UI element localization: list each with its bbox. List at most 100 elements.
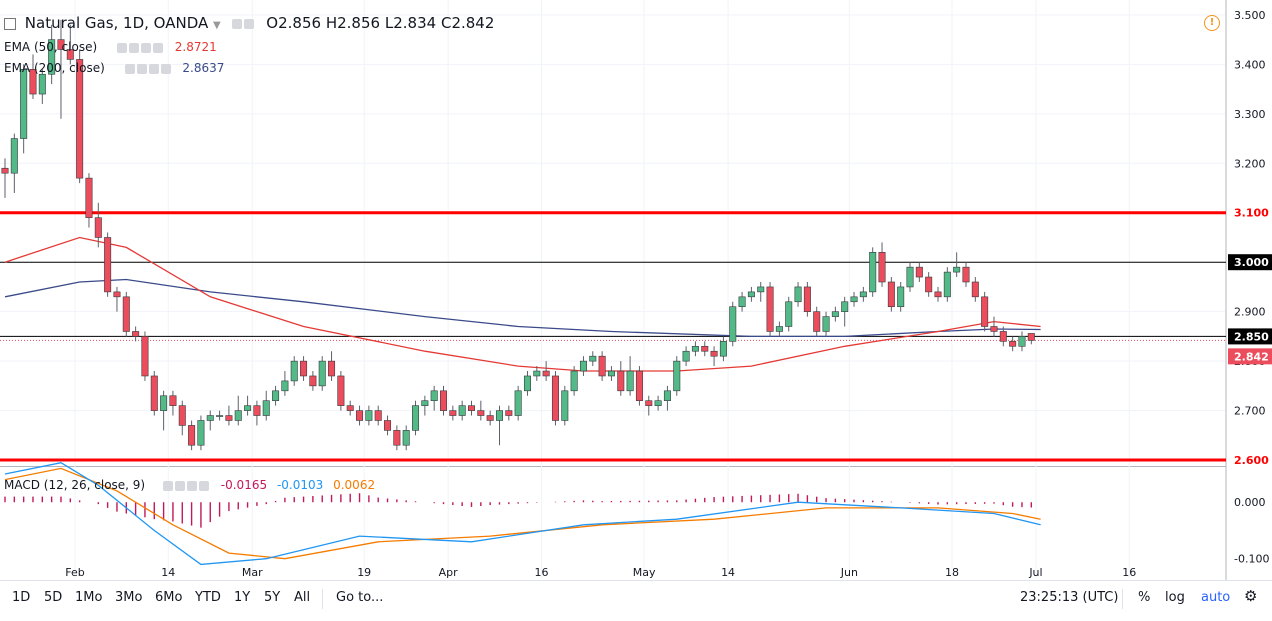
candle-down[interactable]: [76, 49, 84, 184]
candle-down[interactable]: [113, 286, 121, 312]
symbol-title[interactable]: Natural Gas, 1D, OANDA: [24, 14, 209, 32]
candle-down[interactable]: [887, 277, 895, 312]
price-axis[interactable]: 3.5003.4003.3003.2002.9002.8002.7003.100…: [1228, 9, 1272, 566]
ema50-legend[interactable]: EMA (50, close) 2.8721: [4, 40, 217, 54]
alert-icon[interactable]: !: [1204, 15, 1220, 31]
macd-label[interactable]: MACD (12, 26, close, 9): [4, 478, 146, 492]
close-icon[interactable]: [152, 42, 163, 53]
candle-up[interactable]: [682, 346, 690, 367]
candle-down[interactable]: [962, 262, 970, 287]
candle-up[interactable]: [48, 24, 56, 85]
tf-6mo[interactable]: 6Mo: [155, 590, 183, 605]
candle-up[interactable]: [850, 291, 858, 307]
candle-up[interactable]: [607, 366, 615, 381]
candle-down[interactable]: [384, 415, 392, 436]
candle-up[interactable]: [822, 311, 830, 337]
candle-up[interactable]: [841, 296, 849, 327]
candle-up[interactable]: [561, 385, 569, 426]
close-icon[interactable]: [198, 480, 209, 491]
candle-down[interactable]: [542, 361, 550, 381]
candle-up[interactable]: [262, 390, 270, 421]
candle-up[interactable]: [869, 247, 877, 297]
ema200-legend[interactable]: EMA (200, close) 2.8637: [4, 61, 224, 75]
candle-up[interactable]: [663, 385, 671, 411]
candle-up[interactable]: [738, 291, 746, 312]
candle-up[interactable]: [20, 64, 28, 154]
candle-up[interactable]: [160, 390, 168, 431]
goto-button[interactable]: Go to...: [336, 590, 384, 605]
candle-down[interactable]: [598, 351, 606, 381]
candle-up[interactable]: [897, 281, 905, 312]
candle-down[interactable]: [710, 346, 718, 367]
candle-up[interactable]: [859, 286, 867, 302]
candle-down[interactable]: [934, 286, 942, 302]
settings-icon[interactable]: [128, 42, 139, 53]
level-label[interactable]: 2.600: [1234, 454, 1269, 467]
candle-up[interactable]: [654, 395, 662, 411]
candle-down[interactable]: [178, 400, 186, 436]
auto-toggle[interactable]: auto: [1201, 590, 1231, 605]
candle-down[interactable]: [971, 277, 979, 302]
candle-down[interactable]: [66, 24, 74, 65]
candle-up[interactable]: [1018, 331, 1026, 352]
log-toggle[interactable]: log: [1165, 590, 1185, 605]
close-icon[interactable]: [160, 63, 171, 74]
legend-controls[interactable]: [231, 14, 256, 32]
candle-up[interactable]: [206, 410, 214, 431]
candle-down[interactable]: [803, 281, 811, 317]
candle-up[interactable]: [458, 400, 466, 421]
candle-down[interactable]: [990, 316, 998, 337]
candle-down[interactable]: [1, 158, 9, 198]
candle-up[interactable]: [691, 341, 699, 357]
candle-up[interactable]: [673, 356, 681, 396]
candle-up[interactable]: [272, 385, 280, 406]
candle-down[interactable]: [374, 405, 382, 426]
candle-down[interactable]: [225, 405, 233, 426]
candle-down[interactable]: [766, 281, 774, 337]
candle-up[interactable]: [10, 133, 18, 193]
more-icon[interactable]: [140, 42, 151, 53]
candle-up[interactable]: [794, 281, 802, 307]
candle-down[interactable]: [477, 400, 485, 421]
ema50-label[interactable]: EMA (50, close): [4, 40, 98, 54]
more-icon[interactable]: [148, 63, 159, 74]
candle-down[interactable]: [309, 371, 317, 391]
candle-up[interactable]: [775, 321, 783, 337]
candle-up[interactable]: [953, 252, 961, 278]
eye-icon[interactable]: [124, 63, 135, 74]
level-label[interactable]: 3.100: [1234, 207, 1269, 220]
candle-down[interactable]: [94, 202, 102, 248]
candle-up[interactable]: [234, 395, 242, 426]
candle-up[interactable]: [281, 371, 289, 396]
candle-down[interactable]: [122, 291, 130, 337]
candle-down[interactable]: [1027, 333, 1035, 345]
candle-up[interactable]: [626, 356, 634, 396]
candle-up[interactable]: [430, 385, 438, 411]
candle-up[interactable]: [570, 366, 578, 396]
chevron-down-icon[interactable]: ▼: [213, 20, 221, 31]
candle-down[interactable]: [150, 371, 158, 416]
macd-pane[interactable]: [4, 462, 1041, 566]
settings-icon[interactable]: [243, 18, 254, 29]
tf-1d[interactable]: 1D: [12, 590, 31, 605]
candle-down[interactable]: [253, 400, 261, 426]
candle-down[interactable]: [393, 425, 401, 451]
eye-icon[interactable]: [231, 18, 242, 29]
collapse-icon[interactable]: [4, 17, 16, 30]
candle-down[interactable]: [440, 385, 448, 416]
tf-1y[interactable]: 1Y: [234, 590, 251, 605]
candle-up[interactable]: [579, 356, 587, 376]
candle-down[interactable]: [467, 400, 475, 416]
candle-down[interactable]: [356, 405, 364, 426]
candle-up[interactable]: [943, 267, 951, 302]
candle-down[interactable]: [85, 173, 93, 228]
candle-up[interactable]: [523, 371, 531, 396]
time-axis[interactable]: Feb 14 Mar 19 Apr 16 May 14 Jun 18 Jul 16: [65, 566, 1136, 579]
candle-up[interactable]: [412, 400, 420, 436]
tf-ytd[interactable]: YTD: [195, 590, 221, 605]
gear-icon[interactable]: ⚙: [1244, 587, 1258, 605]
candle-up[interactable]: [533, 366, 541, 381]
candle-up[interactable]: [244, 395, 252, 416]
candle-down[interactable]: [449, 405, 457, 421]
level-label[interactable]: 2.850: [1234, 330, 1269, 343]
